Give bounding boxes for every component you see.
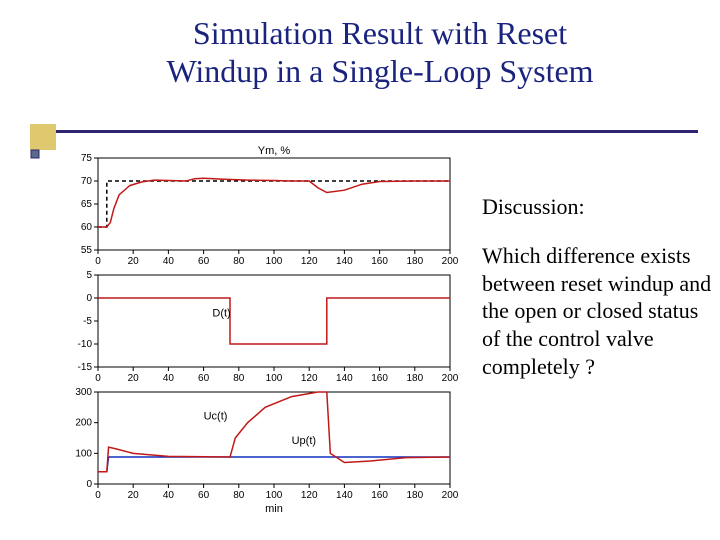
svg-text:160: 160 <box>371 256 388 267</box>
svg-text:80: 80 <box>233 256 245 267</box>
page-title: Simulation Result with Reset Windup in a… <box>60 14 700 91</box>
discussion-block: Discussion: Which difference exists betw… <box>482 194 712 381</box>
svg-text:40: 40 <box>163 373 175 384</box>
svg-text:40: 40 <box>163 490 175 501</box>
svg-text:180: 180 <box>406 373 423 384</box>
svg-text:60: 60 <box>198 256 210 267</box>
svg-text:55: 55 <box>81 245 93 256</box>
svg-text:200: 200 <box>442 490 458 501</box>
svg-text:180: 180 <box>406 490 423 501</box>
svg-text:120: 120 <box>301 373 318 384</box>
charts-panel: 5560657075020406080100120140160180200Ym,… <box>58 140 458 530</box>
title-underline <box>56 130 698 133</box>
svg-text:Uc(t): Uc(t) <box>204 411 228 423</box>
svg-text:5: 5 <box>86 270 92 281</box>
accent-square <box>30 124 56 150</box>
svg-text:20: 20 <box>128 373 140 384</box>
svg-text:60: 60 <box>198 490 210 501</box>
svg-text:0: 0 <box>95 373 101 384</box>
svg-text:40: 40 <box>163 256 175 267</box>
svg-text:160: 160 <box>371 373 388 384</box>
svg-text:140: 140 <box>336 373 353 384</box>
svg-text:120: 120 <box>301 490 318 501</box>
svg-text:75: 75 <box>81 153 93 164</box>
svg-text:0: 0 <box>86 293 92 304</box>
svg-text:60: 60 <box>81 222 93 233</box>
svg-text:60: 60 <box>198 373 210 384</box>
svg-text:Ym, %: Ym, % <box>258 145 291 157</box>
svg-text:80: 80 <box>233 490 245 501</box>
svg-text:300: 300 <box>75 387 92 398</box>
svg-text:140: 140 <box>336 490 353 501</box>
title-line-2: Windup in a Single-Loop System <box>166 53 593 89</box>
svg-text:0: 0 <box>86 479 92 490</box>
svg-text:D(t): D(t) <box>212 307 230 319</box>
svg-text:100: 100 <box>266 373 283 384</box>
svg-text:20: 20 <box>128 490 140 501</box>
svg-text:20: 20 <box>128 256 140 267</box>
svg-text:-10: -10 <box>78 339 93 350</box>
svg-text:-15: -15 <box>78 362 93 373</box>
bullet-icon <box>30 148 42 160</box>
svg-text:65: 65 <box>81 199 93 210</box>
svg-text:100: 100 <box>266 490 283 501</box>
svg-text:-5: -5 <box>83 316 92 327</box>
svg-text:180: 180 <box>406 256 423 267</box>
svg-text:100: 100 <box>75 448 92 459</box>
charts-svg: 5560657075020406080100120140160180200Ym,… <box>58 140 458 530</box>
svg-text:70: 70 <box>81 176 93 187</box>
svg-text:200: 200 <box>75 418 92 429</box>
svg-text:min: min <box>265 503 283 515</box>
discussion-body: Which difference exists between reset wi… <box>482 242 712 381</box>
svg-text:0: 0 <box>95 256 101 267</box>
svg-text:0: 0 <box>95 490 101 501</box>
svg-text:Up(t): Up(t) <box>292 435 316 447</box>
svg-text:80: 80 <box>233 373 245 384</box>
svg-text:100: 100 <box>266 256 283 267</box>
svg-text:160: 160 <box>371 490 388 501</box>
svg-text:200: 200 <box>442 256 458 267</box>
discussion-heading: Discussion: <box>482 194 712 220</box>
svg-text:120: 120 <box>301 256 318 267</box>
title-line-1: Simulation Result with Reset <box>193 15 567 51</box>
svg-text:200: 200 <box>442 373 458 384</box>
svg-text:140: 140 <box>336 256 353 267</box>
